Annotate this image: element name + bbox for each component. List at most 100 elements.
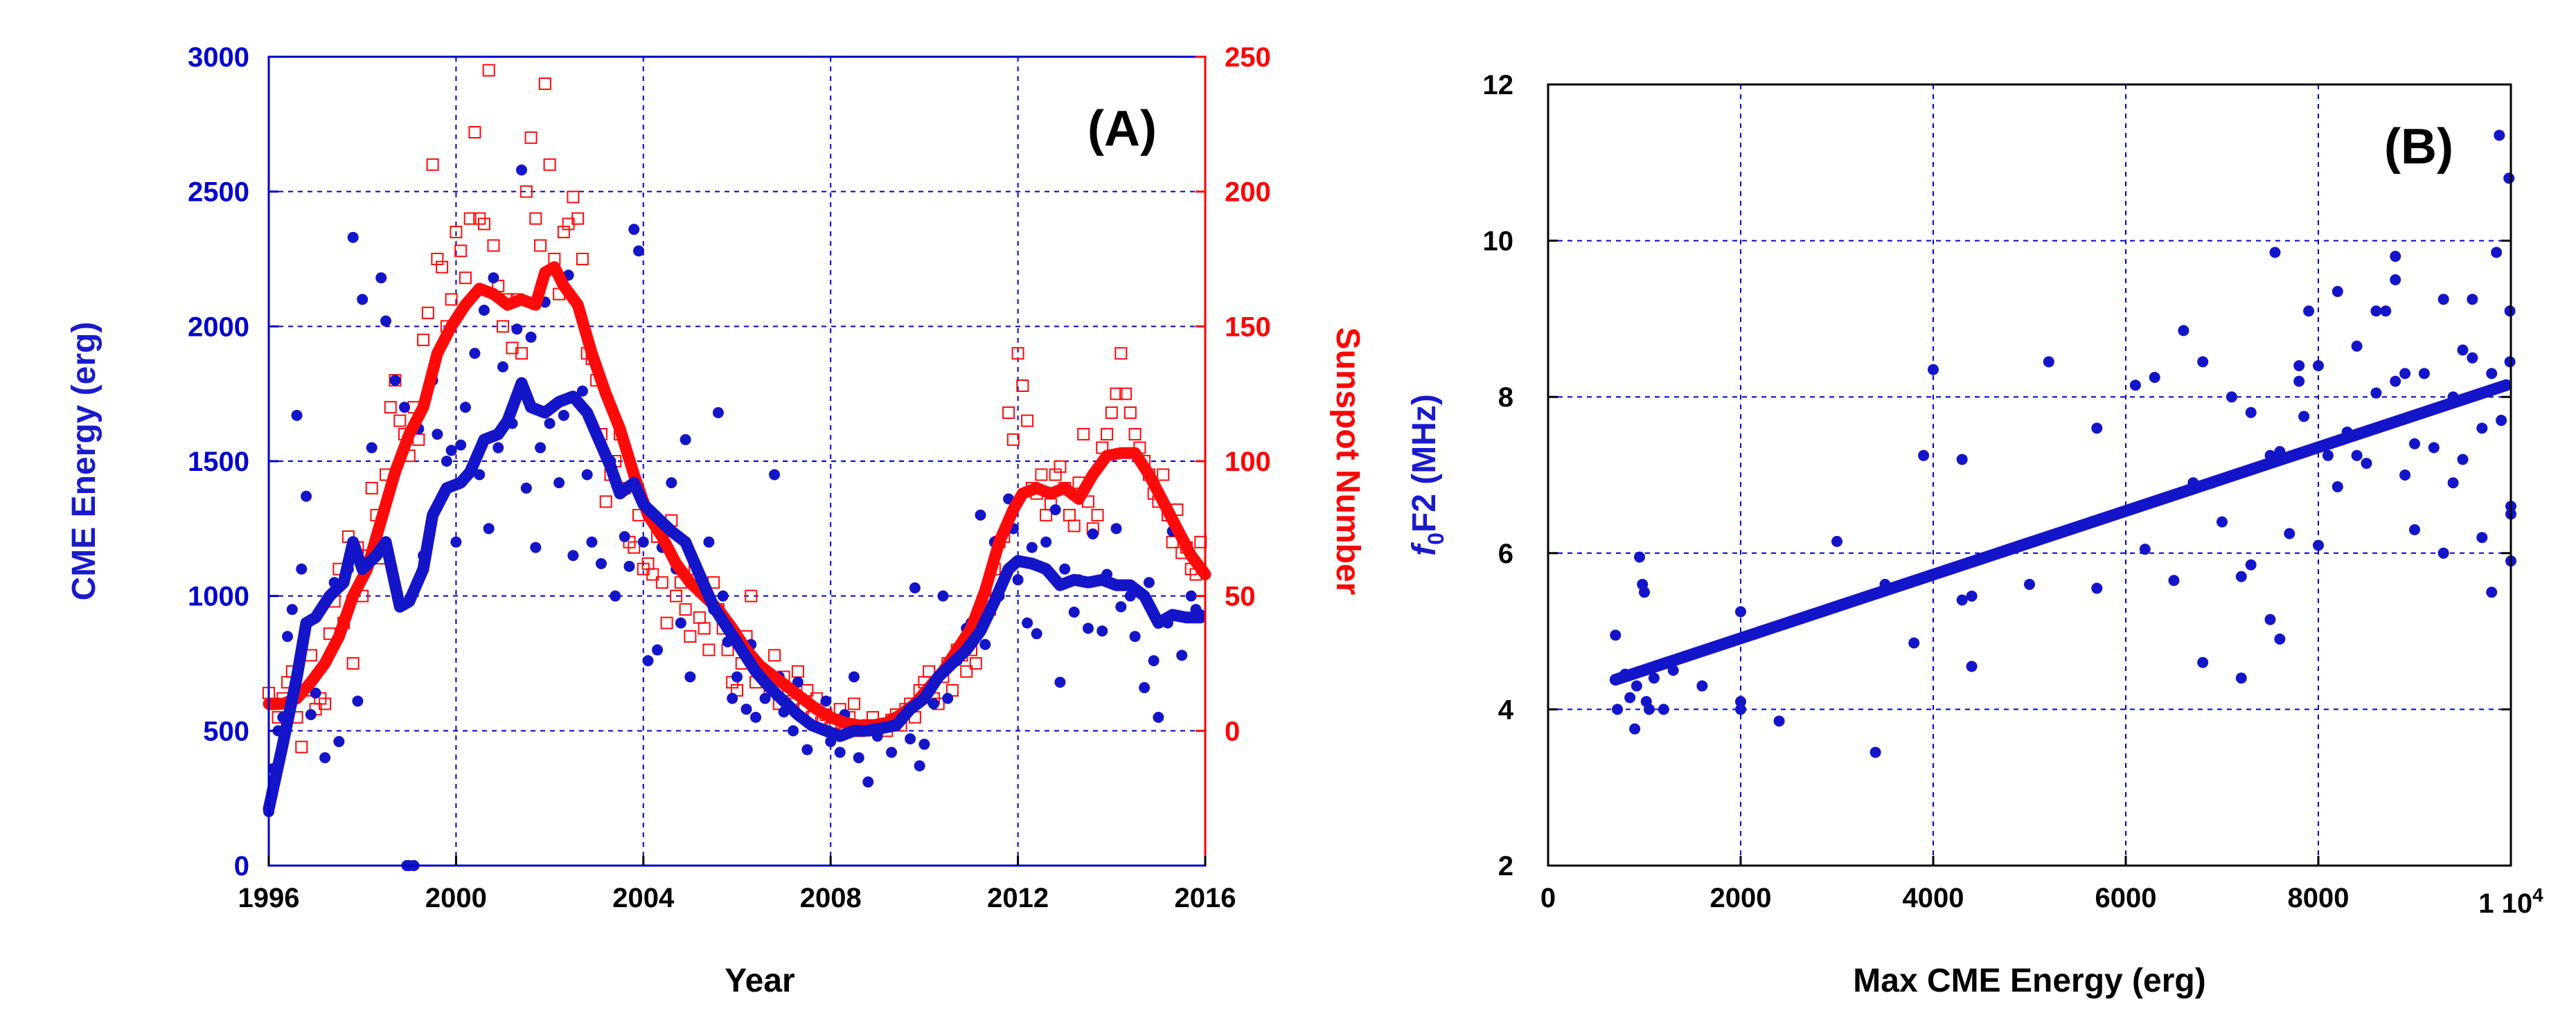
foF2-point: [2024, 578, 2035, 590]
sunspot-point: [529, 212, 542, 225]
foF2-point: [2284, 528, 2295, 539]
sunspot-point: [660, 616, 673, 629]
cme-point: [333, 735, 345, 747]
panel-a-left-tick-label: 2500: [188, 177, 249, 208]
foF2-point: [1624, 692, 1636, 704]
foF2-point: [2370, 387, 2382, 399]
panel-b-gridlines: [1548, 84, 2511, 866]
sunspot-point: [1077, 428, 1090, 441]
foF2-point: [2496, 415, 2507, 427]
cme-point: [459, 402, 471, 413]
foF2-point: [2043, 356, 2054, 368]
cme-point: [1110, 523, 1122, 535]
cme-point: [712, 406, 724, 418]
sunspot-point: [1091, 508, 1104, 521]
sunspot-point: [454, 244, 468, 258]
sunspot-point: [459, 271, 472, 285]
panel-a-left-tick-label: 1000: [188, 582, 249, 612]
foF2-point: [1643, 704, 1655, 715]
foF2-point: [1966, 590, 1978, 602]
panel-a-right-tick-label: 50: [1225, 582, 1256, 612]
cme-point: [1012, 574, 1024, 586]
foF2-point: [2486, 368, 2498, 379]
panel-b-y-tick-label: 12: [1483, 70, 1514, 100]
foF2-point: [2217, 516, 2228, 528]
cme-point: [610, 590, 621, 602]
sunspot-point: [576, 253, 589, 265]
foF2-point: [2313, 539, 2324, 551]
sunspot-point: [745, 589, 758, 602]
cme-point: [849, 671, 860, 683]
cme-point: [628, 224, 640, 235]
sunspot-point: [791, 665, 804, 678]
sunspot-point: [628, 541, 641, 554]
sunspot-point: [567, 190, 580, 204]
sunspot-point: [519, 185, 533, 198]
sunspot-point: [393, 414, 407, 427]
sunspot-point: [1054, 460, 1067, 473]
foF2-point: [2331, 285, 2343, 297]
panel-b-x-tick-label: 0: [1540, 883, 1556, 913]
foF2-point: [2351, 449, 2363, 461]
foF2-point: [1631, 680, 1642, 692]
cme-point: [703, 536, 715, 548]
cme-point: [679, 433, 691, 445]
foF2-point: [1735, 606, 1746, 618]
cme-point: [1096, 625, 1108, 637]
cme-point: [886, 746, 898, 758]
foF2-point: [1629, 723, 1641, 735]
sunspot-point: [426, 158, 439, 171]
panel-b-y-tick-label: 8: [1498, 382, 1513, 413]
cme-point: [286, 604, 298, 616]
sunspot-point: [346, 657, 359, 670]
foF2-point: [2380, 305, 2392, 317]
panel-b-x-axis-title: Max CME Energy (erg): [1853, 963, 2205, 999]
sunspot-point: [679, 603, 692, 616]
foF2-point: [1908, 637, 1920, 649]
cme-point: [399, 402, 411, 413]
sunspot-point: [693, 611, 706, 624]
panel-a-x-axis-title: Year: [725, 963, 794, 999]
cme-point: [619, 531, 630, 543]
cme-point: [497, 361, 508, 373]
sunspot-point: [848, 697, 860, 710]
cme-point: [750, 711, 762, 723]
cme-point: [927, 698, 939, 710]
cme-point: [727, 692, 738, 704]
foF2-point: [2298, 411, 2310, 422]
cme-point: [586, 536, 598, 548]
foF2-point: [2091, 422, 2103, 434]
sunspot-point: [698, 622, 711, 635]
cme-point: [347, 231, 359, 243]
cme-point: [535, 442, 547, 454]
panel-a-x-tick-label: 2008: [800, 883, 862, 913]
cme-point: [520, 482, 532, 494]
foF2-point: [2274, 633, 2286, 645]
cme-point: [633, 245, 645, 257]
cme-point: [511, 323, 523, 335]
sunspot-point: [538, 77, 551, 90]
foF2-point: [2418, 368, 2430, 379]
foF2-point: [2409, 438, 2420, 449]
cme-point: [1139, 682, 1151, 694]
panel-a-x-ticks: 1996 2000 2004 2008 2012 2016: [238, 856, 1236, 913]
sunspot-point: [365, 481, 378, 494]
panel-a-left-tick-label: 500: [203, 716, 249, 746]
panel-a-x-tick-label: 1996: [238, 883, 300, 913]
foF2-point: [2322, 449, 2334, 461]
cme-point: [389, 375, 401, 386]
foF2-point: [1648, 672, 1660, 684]
foF2-point: [2245, 559, 2257, 571]
cme-point: [853, 752, 864, 764]
panel-a-right-tick-label: 200: [1225, 177, 1271, 208]
foF2-point: [1869, 746, 1881, 758]
foF2-point: [2264, 614, 2276, 625]
foF2-point: [2399, 368, 2411, 379]
panel-b-y-tick-label: 6: [1498, 539, 1513, 569]
cme-point: [666, 477, 677, 489]
cme-point: [769, 469, 781, 481]
cme-point: [291, 409, 303, 421]
sunspot-point: [543, 158, 556, 171]
sunspot-point: [768, 649, 781, 662]
